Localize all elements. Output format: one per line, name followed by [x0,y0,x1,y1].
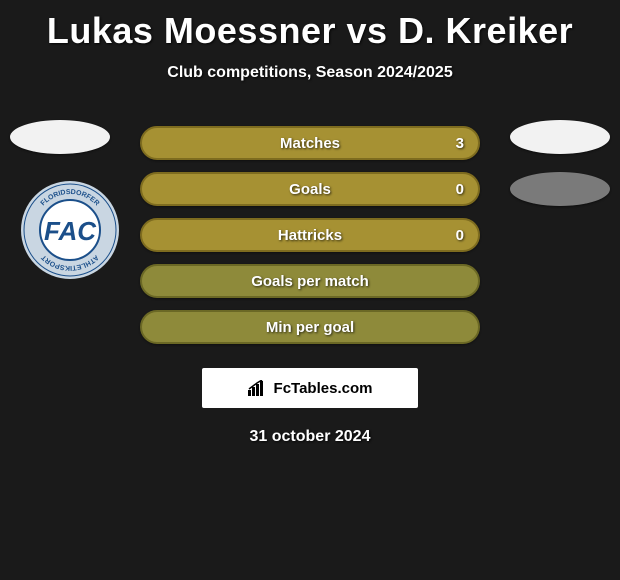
page-title: Lukas Moessner vs D. Kreiker [0,0,620,52]
stat-label: Min per goal [266,319,354,336]
brand-badge: FcTables.com [202,368,418,408]
stat-pill: Matches 3 [140,126,480,160]
stat-pill: Min per goal [140,310,480,344]
brand-text: FcTables.com [274,380,373,397]
stat-pill: Hattricks 0 [140,218,480,252]
stat-value-right: 0 [456,227,464,244]
stat-label: Goals per match [251,273,369,290]
date-text: 31 october 2024 [0,428,620,446]
club-badge-center-text: FAC [44,216,97,246]
stat-label: Hattricks [278,227,342,244]
stat-label: Goals [289,181,331,198]
subtitle: Club competitions, Season 2024/2025 [0,64,620,82]
stat-value-right: 3 [456,135,464,152]
stat-row: Min per goal [0,304,620,350]
stat-pill: Goals 0 [140,172,480,206]
bar-chart-icon [248,380,268,396]
club-badge: FAC FLORIDSDORFER ATHLETIKSPORT [20,180,120,280]
stat-pill: Goals per match [140,264,480,298]
side-oval [10,120,110,154]
stat-value-right: 0 [456,181,464,198]
side-oval [510,120,610,154]
side-oval [510,172,610,206]
stat-label: Matches [280,135,340,152]
